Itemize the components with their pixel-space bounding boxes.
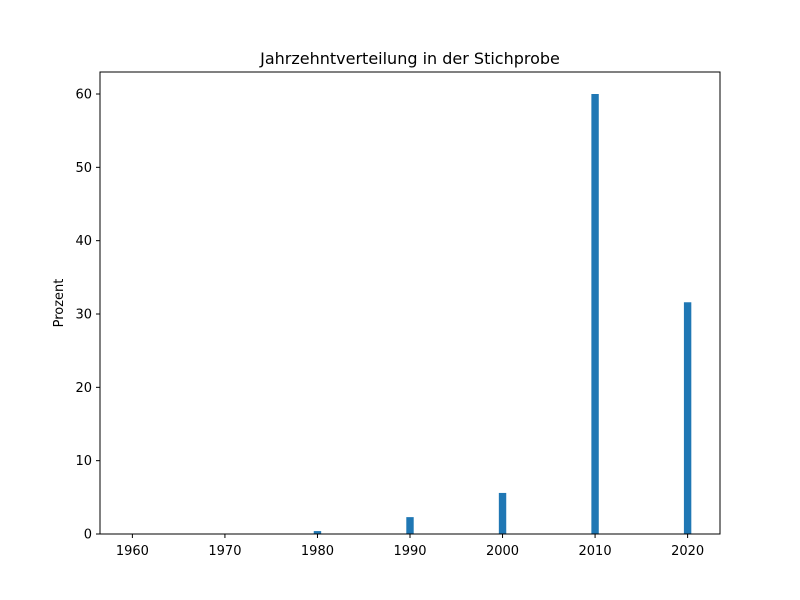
- y-tick-label-40: 40: [75, 234, 92, 249]
- bar-1990: [406, 517, 414, 534]
- x-axis: 1960 1970 1980 1990 2000 2010 2020: [116, 534, 704, 559]
- y-tick-label-50: 50: [75, 161, 92, 176]
- x-tick-label-1990: 1990: [393, 544, 426, 559]
- y-tick-label-0: 0: [84, 528, 92, 543]
- bar-2020: [683, 302, 692, 534]
- bars: [128, 94, 692, 534]
- y-axis: 0 10 20 30 40 50 60: [75, 88, 100, 543]
- bar-2010: [591, 94, 599, 534]
- x-tick-label-1970: 1970: [208, 544, 241, 559]
- plot-frame: [99, 71, 721, 535]
- y-tick-label-30: 30: [75, 308, 92, 323]
- bar-2000: [498, 492, 507, 534]
- y-tick-label-60: 60: [75, 88, 92, 103]
- chart-title: Jahrzehntverteilung in der Stichprobe: [259, 49, 560, 68]
- y-tick-label-20: 20: [75, 381, 92, 396]
- x-tick-label-1960: 1960: [116, 544, 149, 559]
- x-tick-label-2010: 2010: [579, 544, 612, 559]
- x-tick-label-1980: 1980: [301, 544, 334, 559]
- x-tick-label-2000: 2000: [486, 544, 519, 559]
- bar-1980: [313, 531, 322, 534]
- x-tick-label-2020: 2020: [671, 544, 704, 559]
- y-axis-label: Prozent: [52, 279, 67, 328]
- y-tick-label-10: 10: [75, 454, 92, 469]
